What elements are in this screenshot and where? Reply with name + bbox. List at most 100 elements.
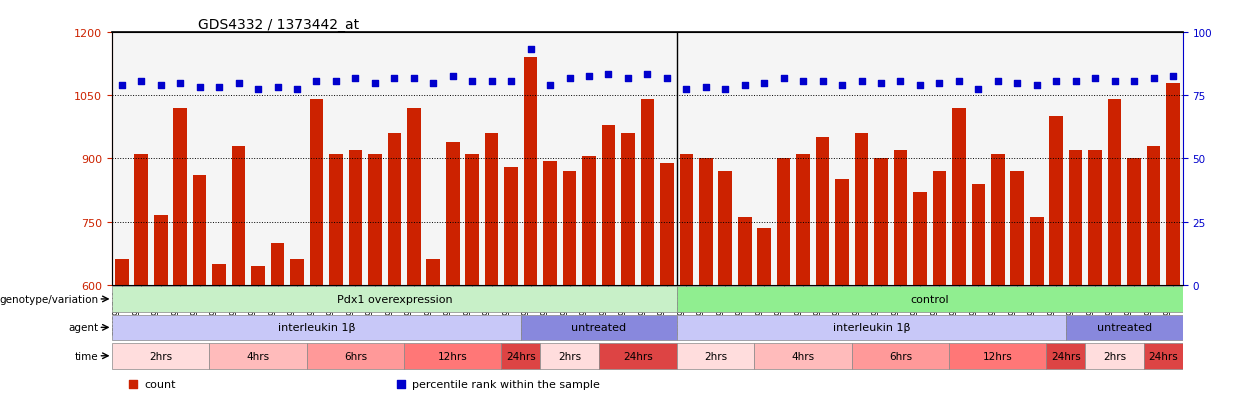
Bar (112, 315, 520, 340)
Bar (676, 315, 1066, 340)
Point (1007, 80, 1027, 87)
Bar (738, 218, 752, 285)
Bar (209, 343, 306, 369)
Bar (520, 315, 676, 340)
Text: count: count (144, 379, 176, 389)
Point (306, 78, 326, 85)
Bar (1011, 172, 1025, 285)
Bar (599, 343, 676, 369)
Bar (621, 134, 635, 285)
Text: 6hrs: 6hrs (889, 351, 913, 361)
Bar (173, 109, 187, 285)
Text: agent: agent (68, 323, 98, 332)
Bar (270, 243, 284, 285)
Bar (660, 163, 674, 285)
Text: 4hrs: 4hrs (792, 351, 814, 361)
Text: genotype/variation: genotype/variation (0, 294, 98, 304)
Bar (894, 151, 908, 285)
Bar (1086, 343, 1144, 369)
Point (423, 80, 443, 87)
Bar (601, 126, 615, 285)
Bar (815, 138, 829, 285)
Point (599, 72, 619, 78)
Bar (1047, 343, 1086, 369)
Point (1086, 76, 1106, 83)
Point (716, 86, 736, 93)
Bar (777, 159, 791, 285)
Point (540, 82, 560, 89)
Bar (349, 151, 362, 285)
Point (910, 82, 930, 89)
Bar (134, 155, 148, 285)
Bar (369, 155, 382, 285)
Point (773, 76, 793, 83)
Point (112, 82, 132, 89)
Point (696, 84, 716, 91)
Bar (540, 343, 599, 369)
Point (171, 80, 190, 87)
Point (949, 78, 969, 85)
Bar (1050, 117, 1063, 285)
Bar (405, 343, 502, 369)
Bar (641, 100, 654, 285)
Point (1046, 78, 1066, 85)
Bar (154, 216, 168, 285)
Point (969, 86, 989, 93)
Text: 6hrs: 6hrs (344, 351, 367, 361)
Bar (306, 343, 405, 369)
Text: 12hrs: 12hrs (438, 351, 468, 361)
Bar (213, 264, 225, 285)
Bar (835, 180, 849, 285)
Point (676, 86, 696, 93)
Point (443, 74, 463, 81)
Bar (112, 343, 209, 369)
Bar (484, 134, 498, 285)
Bar (543, 161, 557, 285)
Point (754, 80, 774, 87)
Point (1104, 78, 1124, 85)
Bar (1088, 151, 1102, 285)
Point (151, 82, 171, 89)
Point (579, 74, 599, 81)
Bar (446, 142, 459, 285)
Point (930, 80, 950, 87)
Bar (913, 192, 926, 285)
Point (268, 84, 288, 91)
Point (657, 76, 677, 83)
Point (813, 78, 833, 85)
Bar (251, 266, 265, 285)
Bar (971, 184, 985, 285)
Bar (757, 228, 771, 285)
Bar (427, 260, 439, 285)
Text: 24hrs: 24hrs (505, 351, 535, 361)
Bar (115, 260, 128, 285)
Text: 2hrs: 2hrs (703, 351, 727, 361)
Text: 24hrs: 24hrs (1148, 351, 1178, 361)
Bar (112, 287, 676, 312)
Bar (290, 260, 304, 285)
Bar (952, 109, 966, 285)
Bar (1147, 147, 1160, 285)
Bar (852, 343, 949, 369)
Point (462, 78, 482, 85)
Point (229, 80, 249, 87)
Bar (387, 134, 401, 285)
Bar (504, 167, 518, 285)
Point (385, 76, 405, 83)
Bar (563, 172, 576, 285)
Text: 12hrs: 12hrs (984, 351, 1012, 361)
Point (1163, 74, 1183, 81)
Text: 4hrs: 4hrs (247, 351, 270, 361)
Text: percentile rank within the sample: percentile rank within the sample (412, 379, 600, 389)
Point (131, 78, 151, 85)
Bar (676, 287, 1183, 312)
Bar (797, 155, 810, 285)
Text: control: control (910, 294, 949, 304)
Bar (1127, 159, 1140, 285)
Point (890, 78, 910, 85)
Text: time: time (75, 351, 98, 361)
Text: untreated: untreated (1097, 323, 1152, 332)
Text: GDS4332 / 1373442_at: GDS4332 / 1373442_at (198, 18, 359, 32)
Point (1124, 78, 1144, 85)
Point (832, 195, 852, 202)
